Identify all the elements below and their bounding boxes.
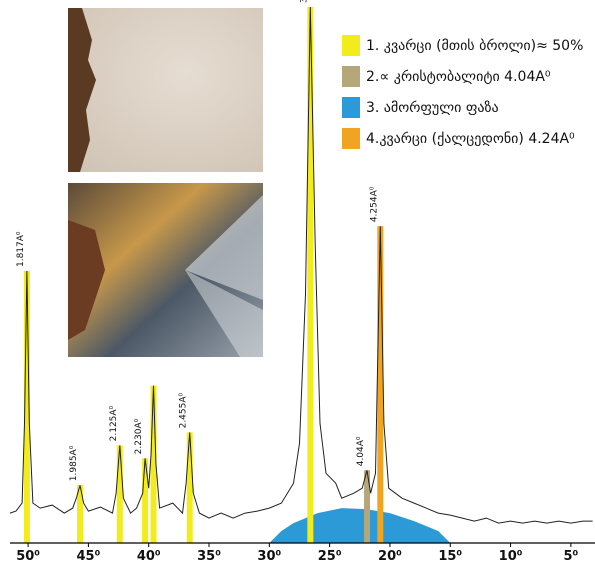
- x-tick-label: 15⁰: [438, 549, 462, 564]
- peak-bar: [23, 271, 30, 543]
- x-tick-label: 5⁰: [564, 549, 579, 564]
- peak-label: 4.04A⁰: [356, 436, 366, 466]
- peak-bar: [76, 485, 83, 543]
- amorphous-area: [269, 508, 451, 543]
- legend-swatch: [342, 97, 360, 118]
- legend-label: 3. ამორფული ფაზა: [366, 99, 499, 116]
- peak-bar: [186, 432, 193, 543]
- photo-top: [68, 8, 263, 172]
- peak-bar: [364, 470, 371, 543]
- x-tick-label: 10⁰: [499, 549, 523, 564]
- x-tick-label: 20⁰: [378, 549, 402, 564]
- peak-label: 2.125A⁰: [109, 405, 119, 441]
- x-tick-label: 40⁰: [137, 549, 161, 564]
- x-tick-label: 45⁰: [77, 549, 101, 564]
- x-tick-label: 25⁰: [318, 549, 342, 564]
- photo-bottom: [68, 183, 263, 357]
- legend-label: 4.კვარცი (ქალცედონი) 4.24A⁰: [366, 130, 575, 147]
- peak-label: 3.34A⁰: [299, 0, 309, 3]
- peak-bar: [150, 385, 157, 543]
- legend-swatch: [342, 35, 360, 56]
- peak-label: 1.817A⁰: [16, 231, 26, 267]
- peak-label: 2.230A⁰: [134, 418, 144, 454]
- peak-label: 2.455A⁰: [179, 392, 189, 428]
- legend-swatch: [342, 128, 360, 149]
- legend-swatch: [342, 66, 360, 87]
- x-tick-label: 35⁰: [197, 549, 221, 564]
- peak-label: 1.985A⁰: [69, 445, 79, 481]
- peak-bar: [142, 458, 149, 543]
- legend-label: 1. კვარცი (მთის ბროლი)≈ 50%: [366, 37, 583, 54]
- legend-label: 2.∝ კრისტობალიტი 4.04A⁰: [366, 68, 551, 85]
- x-tick-label: 50⁰: [16, 549, 40, 564]
- xrd-trace: [9, 6, 593, 524]
- peak-bar: [377, 226, 384, 543]
- peak-bar: [307, 6, 314, 544]
- peak-bar: [116, 445, 123, 543]
- peak-label: 4.254A⁰: [369, 186, 379, 222]
- x-tick-label: 30⁰: [257, 549, 281, 564]
